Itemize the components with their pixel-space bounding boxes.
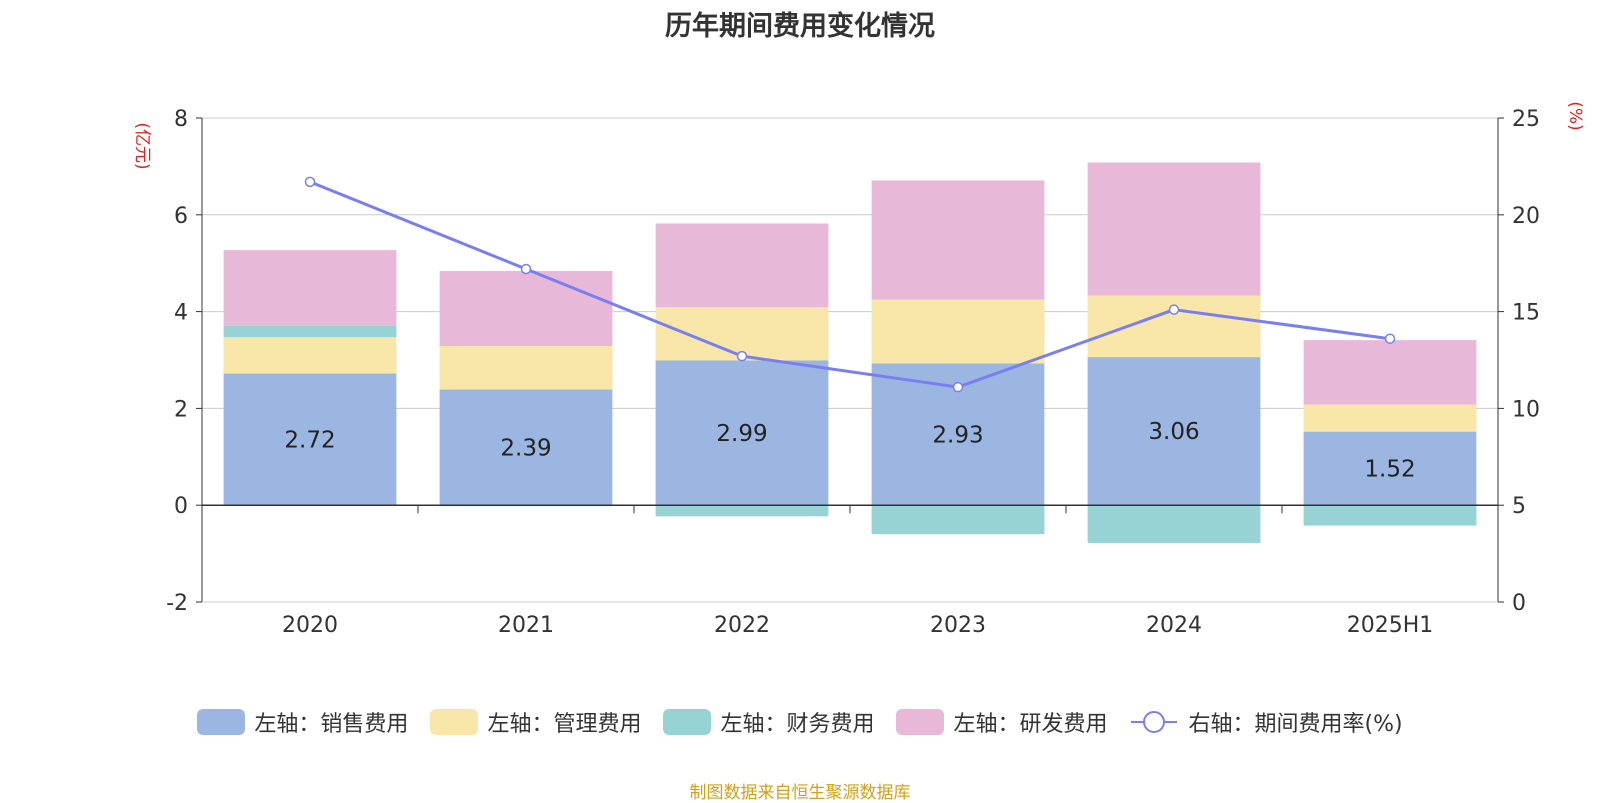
rate-point (520, 263, 532, 275)
rate-point (952, 381, 964, 393)
bar-2021 (439, 270, 613, 346)
bar-2023 (871, 505, 1045, 535)
left-axis-tick-label: 4 (174, 301, 188, 326)
data-label: 1.52 (1364, 456, 1415, 482)
legend-swatch (197, 709, 246, 735)
legend-swatch (430, 709, 479, 735)
left-axis-tick-label: 2 (174, 397, 188, 422)
bar-2020 (223, 325, 397, 338)
bar-2024 (1087, 357, 1261, 506)
legend-item[interactable]: 右轴：期间费用率(%) (1129, 706, 1403, 738)
bar-2022 (655, 505, 829, 517)
bar-2024 (1087, 162, 1261, 296)
legend-label: 右轴：期间费用率(%) (1188, 712, 1403, 737)
rate-point (1384, 333, 1396, 344)
data-labels: 2.72 2.39 2.99 2.93 3.06 1.52 (284, 419, 1415, 482)
x-axis-tick-label: 2020 (282, 613, 338, 638)
left-axis-unit-label: (亿元) (132, 122, 152, 169)
bar-2023 (871, 299, 1045, 364)
bar-2025H1 (1303, 505, 1477, 526)
legend-label: 左轴：研发费用 (953, 712, 1108, 737)
legend: 左轴：销售费用 左轴：管理费用 左轴：财务费用 左轴：研发费用 右轴：期间费用率(%) (0, 706, 1600, 738)
legend-item[interactable]: 左轴：研发费用 (896, 706, 1107, 738)
rate-line-layer (304, 176, 1396, 393)
legend-swatch (663, 709, 712, 735)
legend-item[interactable]: 左轴：销售费用 (197, 706, 408, 738)
bar-2020 (223, 373, 397, 506)
data-label: 2.72 (284, 427, 335, 453)
bar-2024 (1087, 505, 1261, 543)
right-axis-unit-label: (%) (1565, 101, 1585, 130)
right-axis-tick-label: 0 (1512, 591, 1526, 616)
x-axis-tick-label: 2024 (1146, 613, 1202, 638)
rate-point (304, 176, 316, 188)
bar-2023 (871, 180, 1045, 300)
right-axis-tick-label: 20 (1512, 204, 1540, 229)
source-note: 制图数据来自恒生聚源数据库 (689, 783, 911, 803)
bar-2025H1 (1303, 340, 1477, 405)
bar-2021 (439, 389, 613, 506)
left-axis-tick-label: 0 (174, 494, 188, 519)
right-axis-tick-label: 25 (1512, 107, 1540, 132)
axes: -2 0 2 4 6 8 0 5 10 15 20 25 (亿元) (%) 2020 2021 2022 2023… (132, 101, 1585, 638)
rate-point (1168, 304, 1180, 315)
x-axis-tick-label: 2023 (930, 613, 986, 638)
left-axis-tick-label: -2 (166, 591, 188, 616)
bar-layer (223, 162, 1477, 543)
bar-2020 (223, 337, 397, 374)
legend-line-icon (1131, 711, 1178, 733)
x-axis-tick-label: 2025H1 (1347, 613, 1434, 638)
data-label: 2.93 (932, 422, 983, 448)
legend-label: 左轴：销售费用 (254, 712, 409, 737)
right-axis-tick-label: 5 (1512, 494, 1526, 519)
left-axis-tick-label: 8 (174, 107, 188, 132)
legend-item[interactable]: 左轴：财务费用 (663, 706, 874, 738)
legend-item[interactable]: 左轴：管理费用 (430, 706, 641, 738)
data-label: 2.99 (716, 421, 767, 447)
left-axis-tick-label: 6 (174, 204, 188, 229)
rate-point (736, 350, 748, 362)
x-axis-tick-label: 2021 (498, 613, 554, 638)
chart-title: 历年期间费用变化情况 (665, 11, 935, 42)
data-label: 2.39 (500, 435, 551, 461)
data-label: 3.06 (1148, 419, 1199, 445)
legend-label: 左轴：管理费用 (487, 712, 642, 737)
bar-2025H1 (1303, 431, 1477, 506)
bar-2022 (655, 360, 829, 506)
bar-2025H1 (1303, 404, 1477, 432)
legend-swatch (896, 709, 945, 735)
right-axis-tick-label: 10 (1512, 397, 1540, 422)
x-axis-tick-label: 2022 (714, 613, 770, 638)
right-axis-tick-label: 15 (1512, 301, 1540, 326)
legend-label: 左轴：财务费用 (720, 712, 875, 737)
bar-2020 (223, 250, 397, 326)
rate-line (309, 180, 1391, 389)
bar-2021 (439, 345, 613, 390)
bar-2022 (655, 223, 829, 308)
